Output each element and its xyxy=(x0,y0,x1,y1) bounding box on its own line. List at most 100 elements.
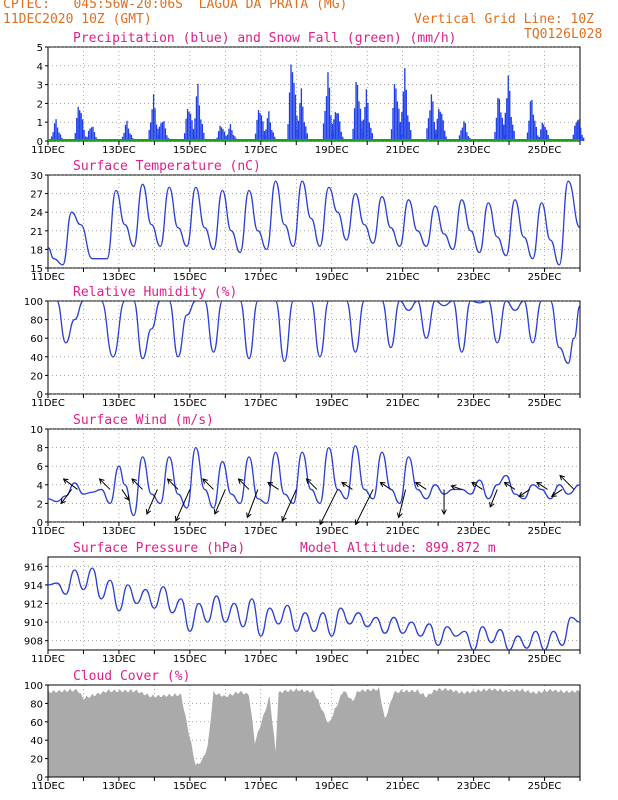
precip-bar xyxy=(461,127,464,141)
precip-bar xyxy=(541,122,543,141)
precip-bar xyxy=(334,112,337,141)
precip-bar xyxy=(398,108,400,141)
panel-2-ytick-label: 0 xyxy=(37,390,43,401)
precip-bar xyxy=(512,124,514,141)
wind-arrow-head xyxy=(246,512,252,519)
panel-4-xtick-label: 19DEC xyxy=(315,654,349,665)
precip-bar xyxy=(79,110,81,141)
panel-0-ytick-label: 4 xyxy=(37,62,43,73)
header-station: CPTEC: 045:56W-20:06S LAGOA DA PRATA (MG… xyxy=(3,0,348,12)
panel-4-ytick-label: 908 xyxy=(24,637,43,648)
wind-arrow xyxy=(281,489,297,522)
precip-bar xyxy=(577,120,579,141)
wind-arrow-head xyxy=(281,515,287,522)
wind-arrow-head xyxy=(124,494,130,501)
precip-bar xyxy=(265,129,267,141)
wind-arrow-head xyxy=(267,481,274,488)
precip-bar xyxy=(575,122,577,141)
precip-bar xyxy=(504,112,506,141)
panel-3-title: Surface Wind (m/s) xyxy=(73,413,214,428)
precip-bar xyxy=(228,128,230,141)
panel-1-xtick-label: 21DEC xyxy=(386,272,420,283)
panel-1-xtick-label: 23DEC xyxy=(457,272,491,283)
precip-bar xyxy=(368,122,371,141)
precip-bar xyxy=(274,136,276,141)
precip-bar xyxy=(408,121,410,141)
precip-bar xyxy=(92,126,94,141)
panel-5-title: Cloud Cover (%) xyxy=(73,669,190,684)
precip-bar xyxy=(540,129,542,141)
panel-0-xtick-label: 21DEC xyxy=(386,145,420,156)
precip-bar xyxy=(93,132,96,141)
precip-bar xyxy=(331,123,334,141)
panel-1-xtick-label: 17DEC xyxy=(244,272,278,283)
precip-bar xyxy=(126,120,128,141)
wind-arrow-head xyxy=(550,491,557,498)
panel-1-ytick-label: 15 xyxy=(30,264,43,275)
precip-bar xyxy=(337,113,339,141)
precip-bar xyxy=(149,122,152,141)
precip-bar xyxy=(300,88,303,141)
precip-bar xyxy=(77,106,79,141)
precip-bar xyxy=(155,124,158,141)
precip-bar xyxy=(365,89,368,141)
panel-4-xtick-label: 15DEC xyxy=(173,654,207,665)
precip-bar xyxy=(305,126,307,141)
panel-1-ytick-label: 27 xyxy=(30,190,43,201)
panel-1-xtick-label: 19DEC xyxy=(315,272,349,283)
precip-bar xyxy=(405,89,407,141)
precip-bar xyxy=(435,133,437,141)
precip-bar xyxy=(352,128,354,141)
precip-bar xyxy=(95,136,97,141)
precip-bar xyxy=(226,134,229,141)
panel-1-series-line xyxy=(48,180,580,266)
panel-5-frame-top xyxy=(47,684,581,778)
precip-bar xyxy=(433,121,436,141)
precip-bar xyxy=(296,115,298,141)
wind-arrow-head xyxy=(441,509,447,515)
precip-bar xyxy=(154,108,156,141)
panel-0-ytick-label: 1 xyxy=(37,118,43,129)
precip-bar xyxy=(223,131,226,141)
precip-bar xyxy=(53,123,56,141)
precip-bar xyxy=(217,131,220,141)
panel-5-xtick-label: 19DEC xyxy=(315,781,349,792)
panel-2-xtick-label: 15DEC xyxy=(173,398,207,409)
panel-4-xtick-label: 17DEC xyxy=(244,654,278,665)
precip-bar xyxy=(399,123,402,141)
precip-bar xyxy=(266,118,269,141)
panel-1-xtick-label: 25DEC xyxy=(528,272,562,283)
panel-1-frame xyxy=(47,174,581,269)
precip-bar xyxy=(531,99,533,141)
wind-arrow xyxy=(504,482,516,490)
precip-bar xyxy=(158,126,161,141)
wind-arrow-head xyxy=(98,478,105,484)
precip-bar xyxy=(259,112,261,141)
precip-bar xyxy=(546,129,548,141)
wind-arrow-head xyxy=(414,481,421,488)
panel-3-xtick-label: 21DEC xyxy=(386,526,420,537)
wind-arrow xyxy=(146,489,158,515)
precip-bar xyxy=(528,120,530,141)
panel-3-frame xyxy=(47,428,581,523)
panel-1-xtick-label: 11DEC xyxy=(31,272,65,283)
wind-arrow xyxy=(167,478,179,490)
precip-bar xyxy=(195,96,198,141)
precip-bar xyxy=(302,106,304,141)
panel-3-xtick-label: 17DEC xyxy=(244,526,278,537)
panel-2-series-line xyxy=(48,301,580,364)
panel-0-ytick-label: 2 xyxy=(37,99,43,110)
panel-5-ytick-label: 100 xyxy=(24,681,43,692)
wind-arrow xyxy=(415,482,427,490)
precip-bar xyxy=(263,134,266,141)
panel-2-title: Relative Humidity (%) xyxy=(73,285,237,300)
panel-5-xtick-label: 23DEC xyxy=(457,781,491,792)
precip-bar xyxy=(330,115,332,141)
wind-arrow-head xyxy=(145,508,152,515)
precip-bar xyxy=(535,126,537,141)
panel-3-xtick-label: 19DEC xyxy=(315,526,349,537)
panel-3-xtick-label: 11DEC xyxy=(31,526,65,537)
precip-bar xyxy=(393,84,396,141)
precip-bar xyxy=(254,133,257,141)
wind-arrow xyxy=(551,489,563,497)
